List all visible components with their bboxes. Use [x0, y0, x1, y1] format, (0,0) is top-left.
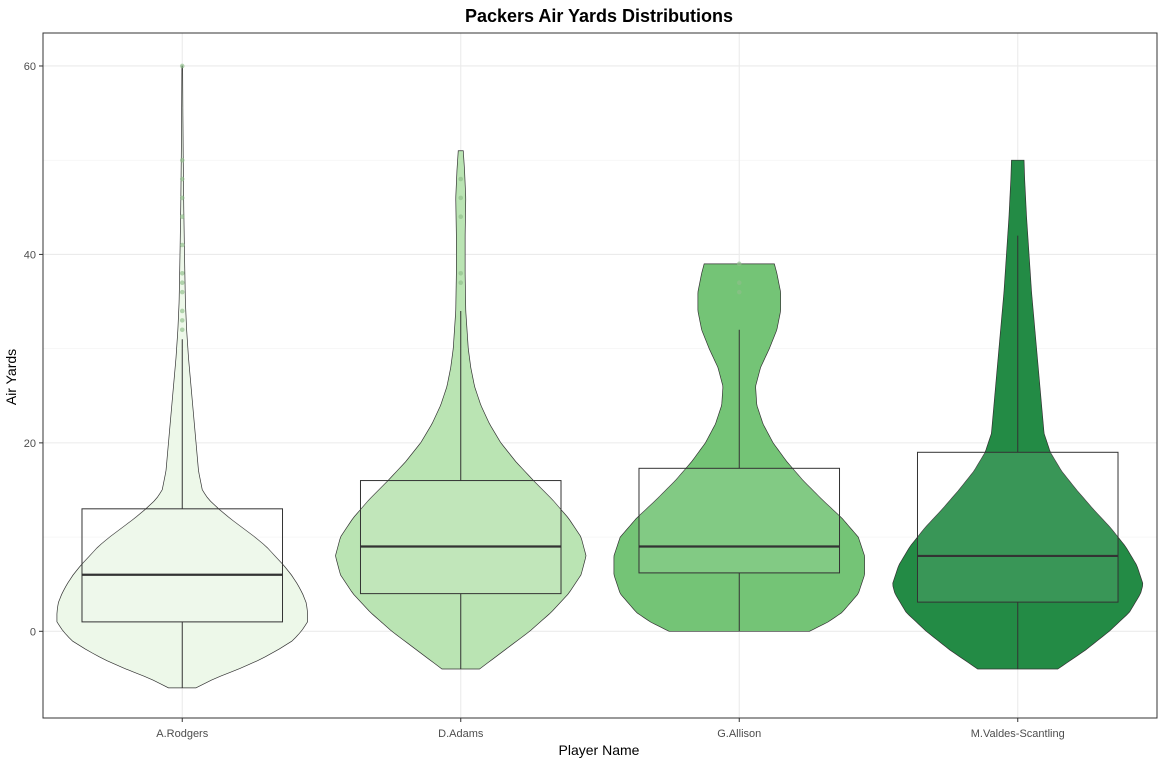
outlier-point [458, 270, 464, 276]
outlier-point [179, 63, 185, 69]
outlier-point [179, 242, 185, 248]
violin-group-g-allison [613, 261, 865, 632]
outlier-point [458, 214, 464, 220]
outlier-point [179, 280, 185, 285]
x-axis-label: Player Name [559, 742, 640, 758]
plot-area: 0 20 40 60 A.Rodgers D.Adams G.Allison M.Valdes… [24, 32, 1158, 740]
y-tick-label: 20 [24, 438, 36, 450]
outlier-point [179, 157, 185, 163]
violin-group-d-adams [335, 150, 587, 670]
x-tick-label: G.Allison [717, 728, 761, 740]
outlier-point [458, 280, 464, 285]
y-axis-label: Air Yards [3, 349, 19, 405]
outlier-point [736, 261, 742, 267]
outlier-point [179, 176, 185, 182]
iqr-box [638, 467, 841, 574]
y-tick-label: 0 [30, 626, 36, 638]
outlier-point [458, 176, 464, 182]
outlier-point [179, 195, 185, 201]
outlier-point [179, 289, 185, 295]
violin-group-m-valdes-scantling [892, 159, 1144, 670]
outlier-point [179, 318, 185, 323]
outlier-point [179, 327, 185, 333]
x-tick-label: D.Adams [438, 728, 484, 740]
outlier-point [736, 289, 742, 295]
outlier-point [179, 308, 185, 314]
x-tick-label: A.Rodgers [156, 728, 208, 740]
outlier-point [179, 270, 185, 276]
y-tick-label: 60 [24, 61, 36, 73]
x-tick-label: M.Valdes-Scantling [971, 728, 1065, 740]
outlier-point [736, 280, 742, 285]
outlier-point [179, 214, 185, 220]
violin-group-a-rodgers [56, 63, 308, 689]
iqr-box [916, 451, 1119, 603]
iqr-box [359, 480, 562, 595]
chart-title: Packers Air Yards Distributions [465, 6, 733, 26]
outlier-point [458, 195, 464, 201]
panel-border [42, 32, 1158, 719]
y-tick-label: 40 [24, 249, 36, 261]
iqr-box [81, 508, 284, 623]
